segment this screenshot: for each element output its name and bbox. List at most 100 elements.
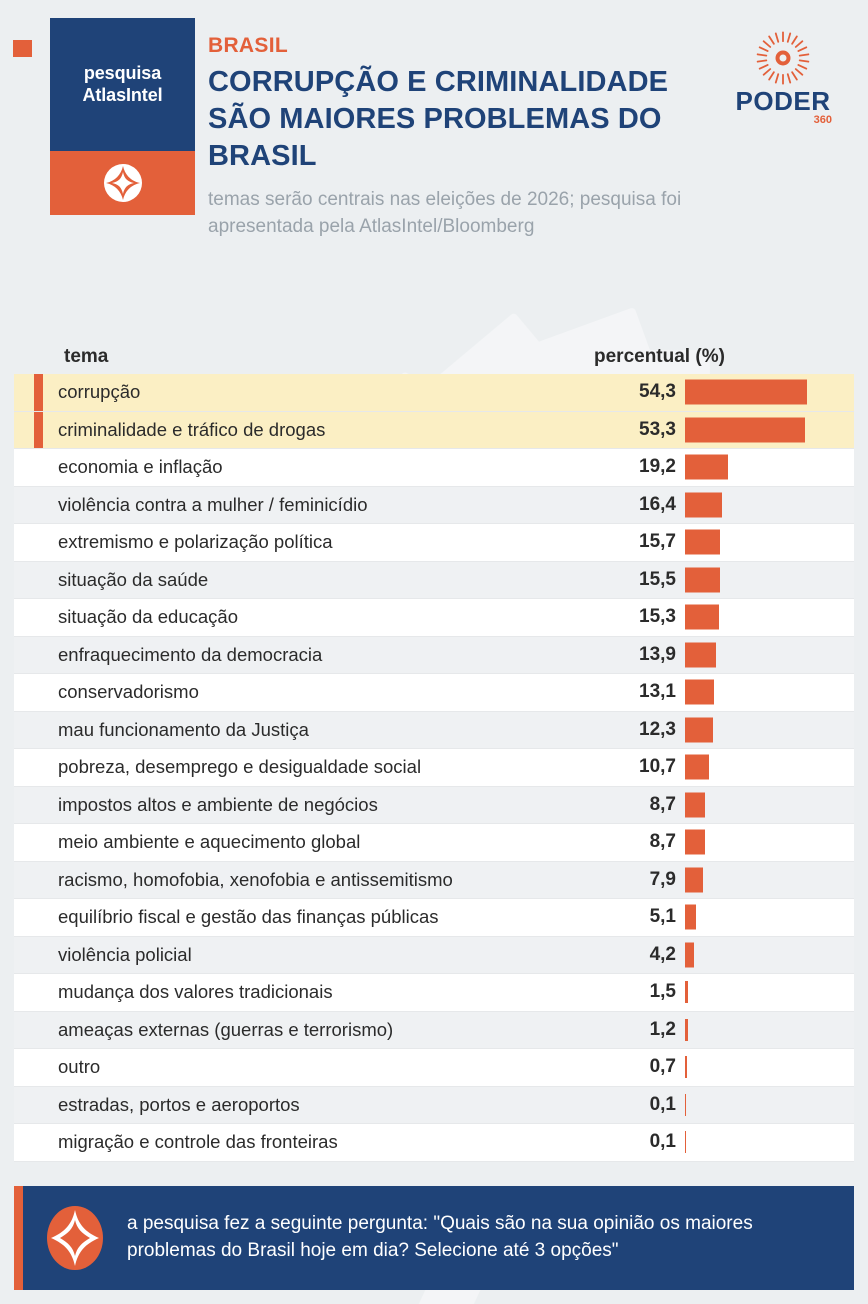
- footer-note: a pesquisa fez a seguinte pergunta: "Qua…: [127, 1213, 753, 1261]
- row-value-percentual: 19,2: [639, 456, 676, 478]
- row-bar: [685, 1093, 687, 1116]
- row-highlight-marker: [34, 1124, 43, 1161]
- row-value-percentual: 15,5: [639, 568, 676, 590]
- row-bar-track: [685, 1012, 854, 1049]
- row-value-percentual: 12,3: [639, 718, 676, 740]
- row-bar-track: [685, 674, 854, 711]
- row-bar: [685, 754, 710, 780]
- row-bar: [685, 529, 721, 555]
- row-highlight-marker: [34, 974, 43, 1011]
- row-value-percentual: 0,1: [649, 1093, 676, 1115]
- row-bar: [685, 379, 807, 405]
- table-row: racismo, homofobia, xenofobia e antissem…: [14, 861, 854, 899]
- row-value-percentual: 13,9: [639, 643, 676, 665]
- row-bar: [685, 942, 695, 968]
- page-title: CORRUPÇÃO E CRIMINALIDADE SÃO MAIORES PR…: [208, 66, 669, 172]
- row-bar-track: [685, 487, 854, 524]
- row-label-tema: mau funcionamento da Justiça: [58, 718, 309, 740]
- table-row: corrupção 54,3: [14, 374, 854, 412]
- row-value-percentual: 16,4: [639, 493, 676, 515]
- row-label-tema: enfraquecimento da democracia: [58, 643, 323, 665]
- atlasintel-logo: pesquisa AtlasIntel: [50, 18, 195, 215]
- row-bar-track: [685, 562, 854, 599]
- footer-accent-stripe: [14, 1186, 23, 1290]
- table-row: migração e controle das fronteiras 0,1: [14, 1124, 854, 1162]
- row-bar-track: [685, 1124, 854, 1161]
- row-highlight-marker: [34, 899, 43, 936]
- row-bar: [685, 829, 705, 855]
- row-highlight-marker: [34, 599, 43, 636]
- row-label-tema: estradas, portos e aeroportos: [58, 1093, 300, 1115]
- row-bar-track: [685, 787, 854, 824]
- row-bar: [685, 567, 720, 593]
- row-bar-track: [685, 412, 854, 449]
- table-row: situação da educação 15,3: [14, 599, 854, 637]
- row-bar-track: [685, 899, 854, 936]
- row-bar-track: [685, 749, 854, 786]
- row-value-percentual: 13,1: [639, 681, 676, 703]
- atlasintel-logo-line2: AtlasIntel: [82, 85, 163, 105]
- row-bar-track: [685, 862, 854, 899]
- row-highlight-marker: [34, 1087, 43, 1124]
- row-value-percentual: 8,7: [649, 831, 676, 853]
- row-bar-track: [685, 1087, 854, 1124]
- row-label-tema: meio ambiente e aquecimento global: [58, 831, 361, 853]
- row-highlight-marker: [34, 487, 43, 524]
- methodology-footer: a pesquisa fez a seguinte pergunta: "Qua…: [14, 1186, 854, 1290]
- page-subtitle: temas serão centrais nas eleições de 202…: [208, 188, 682, 237]
- row-highlight-marker: [34, 1012, 43, 1049]
- atlasintel-logo-line1: pesquisa: [83, 63, 162, 84]
- table-row: mau funcionamento da Justiça 12,3: [14, 711, 854, 749]
- poder-wordmark: PODER: [735, 86, 831, 116]
- row-label-tema: migração e controle das fronteiras: [58, 1131, 338, 1153]
- kicker-label: BRASIL: [208, 34, 288, 57]
- row-value-percentual: 15,7: [639, 531, 676, 553]
- row-bar: [685, 1018, 688, 1041]
- diamond-compass-icon: [103, 164, 142, 202]
- row-highlight-marker: [34, 749, 43, 786]
- row-highlight-marker: [34, 411, 43, 448]
- column-header-tema: tema: [64, 346, 109, 367]
- row-highlight-marker: [34, 374, 43, 411]
- page-header: pesquisa AtlasIntel BRASIL CORRUPÇÃO E C…: [0, 0, 868, 340]
- table-row: criminalidade e tráfico de drogas 53,3: [14, 411, 854, 449]
- row-bar-track: [685, 712, 854, 749]
- poder-360-suffix: 360: [813, 114, 832, 126]
- row-bar: [685, 1056, 687, 1079]
- row-bar: [685, 867, 703, 893]
- row-value-percentual: 1,2: [649, 1018, 676, 1040]
- headline-block: BRASIL CORRUPÇÃO E CRIMINALIDADE SÃO MAI…: [208, 34, 708, 241]
- table-row: economia e inflação 19,2: [14, 449, 854, 487]
- row-bar-track: [685, 599, 854, 636]
- row-label-tema: corrupção: [58, 381, 141, 403]
- table-row: ameaças externas (guerras e terrorismo) 1…: [14, 1011, 854, 1049]
- row-label-tema: criminalidade e tráfico de drogas: [58, 418, 326, 440]
- row-bar: [685, 981, 689, 1004]
- row-highlight-marker: [34, 562, 43, 599]
- row-bar-track: [685, 824, 854, 861]
- row-bar-track: [685, 937, 854, 974]
- row-value-percentual: 1,5: [649, 981, 676, 1003]
- row-value-percentual: 15,3: [639, 606, 676, 628]
- diamond-compass-icon: [47, 1206, 103, 1270]
- table-row: violência contra a mulher / feminicídio 1…: [14, 486, 854, 524]
- row-value-percentual: 5,1: [649, 906, 676, 928]
- row-bar: [685, 417, 805, 443]
- table-row: violência policial 4,2: [14, 936, 854, 974]
- row-label-tema: extremismo e polarização política: [58, 531, 333, 553]
- row-label-tema: mudança dos valores tradicionais: [58, 981, 333, 1003]
- row-highlight-marker: [34, 862, 43, 899]
- row-label-tema: outro: [58, 1056, 101, 1078]
- table-row: impostos altos e ambiente de negócios 8,7: [14, 786, 854, 824]
- table-body: corrupção 54,3 criminalidade e tráfico de …: [14, 374, 854, 1162]
- row-bar: [685, 454, 729, 480]
- row-label-tema: situação da saúde: [58, 568, 209, 590]
- table-row: extremismo e polarização política 15,7: [14, 524, 854, 562]
- row-value-percentual: 4,2: [649, 943, 676, 965]
- row-label-tema: situação da educação: [58, 606, 238, 628]
- column-header-percentual: percentual (%): [594, 346, 725, 367]
- row-label-tema: economia e inflação: [58, 456, 223, 478]
- table-row: mudança dos valores tradicionais 1,5: [14, 974, 854, 1012]
- sunburst-icon: [756, 31, 810, 85]
